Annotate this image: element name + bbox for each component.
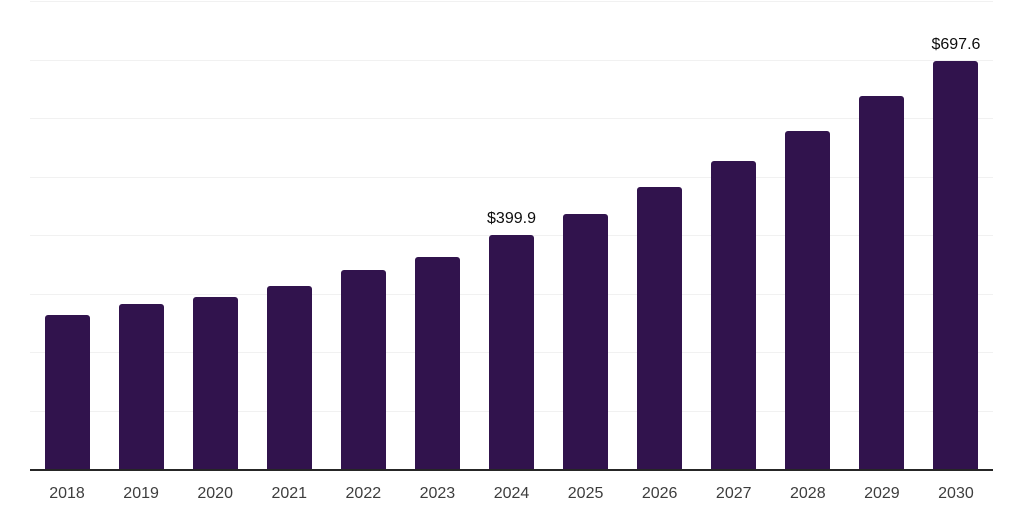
bar-2022 — [340, 269, 386, 470]
data-label-2024: $399.9 — [487, 210, 536, 228]
x-tick-label-2024: 2024 — [493, 485, 530, 502]
x-tick-label-2023: 2023 — [419, 485, 456, 502]
gridline — [30, 176, 993, 178]
gridline — [30, 59, 993, 61]
x-tick-label-2020: 2020 — [197, 485, 233, 502]
bar-2027 — [711, 160, 757, 470]
bar-2024 — [489, 235, 534, 470]
bar-2019 — [118, 303, 164, 470]
x-tick-label-2018: 2018 — [49, 485, 85, 502]
bar-2028 — [785, 131, 831, 470]
gridline — [30, 118, 993, 120]
x-tick-label-2025: 2025 — [567, 485, 604, 502]
x-tick-label-2027: 2027 — [715, 485, 752, 502]
bar-2025 — [563, 213, 609, 470]
x-tick-label-2026: 2026 — [641, 485, 678, 502]
data-label-2030: $697.6 — [931, 35, 981, 53]
bar-2026 — [637, 187, 683, 470]
x-tick-label-2021: 2021 — [271, 485, 308, 502]
bar-2030 — [933, 60, 979, 470]
x-tick-label-2029: 2029 — [864, 485, 900, 502]
bar-2018 — [44, 314, 90, 470]
x-tick-label-2022: 2022 — [345, 485, 382, 502]
x-tick-label-2030: 2030 — [938, 485, 974, 502]
x-axis-line — [30, 468, 993, 471]
bar-2029 — [859, 96, 905, 470]
gridline — [30, 1, 993, 2]
bar-2020 — [192, 297, 238, 470]
x-tick-label-2019: 2019 — [123, 485, 159, 502]
bar-2023 — [414, 256, 460, 470]
x-tick-label-2028: 2028 — [790, 485, 826, 502]
bar-2021 — [266, 286, 312, 470]
